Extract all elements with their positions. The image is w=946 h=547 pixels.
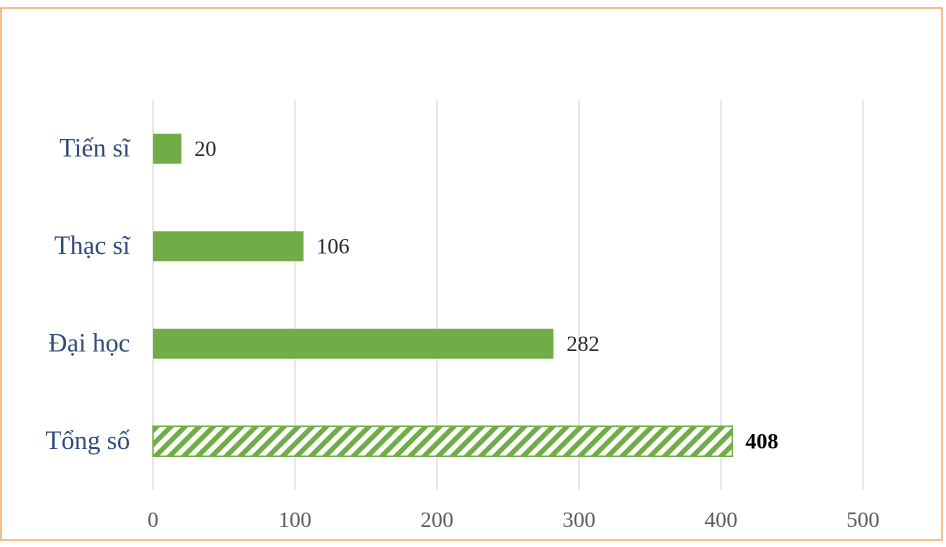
- x-tick-label: 200: [421, 507, 454, 532]
- x-tick-label: 100: [279, 507, 312, 532]
- value-label: 106: [317, 233, 350, 258]
- bar: [153, 328, 554, 359]
- value-label: 282: [566, 331, 599, 356]
- bar: [153, 231, 304, 262]
- x-tick-label: 500: [847, 507, 880, 532]
- frame: [0, 7, 943, 541]
- y-tick-label: Đại học: [48, 329, 130, 358]
- y-tick-label: Tiến sĩ: [59, 134, 130, 163]
- x-tick-label: 300: [563, 507, 596, 532]
- x-tick-label: 400: [705, 507, 738, 532]
- value-label: 408: [745, 428, 778, 453]
- bar: [153, 133, 182, 164]
- y-tick-label: Tổng số: [46, 426, 131, 455]
- value-label: 20: [194, 136, 216, 161]
- y-tick-label: Thạc sĩ: [54, 231, 131, 260]
- bar: [152, 425, 734, 457]
- x-tick-label: 0: [148, 507, 159, 532]
